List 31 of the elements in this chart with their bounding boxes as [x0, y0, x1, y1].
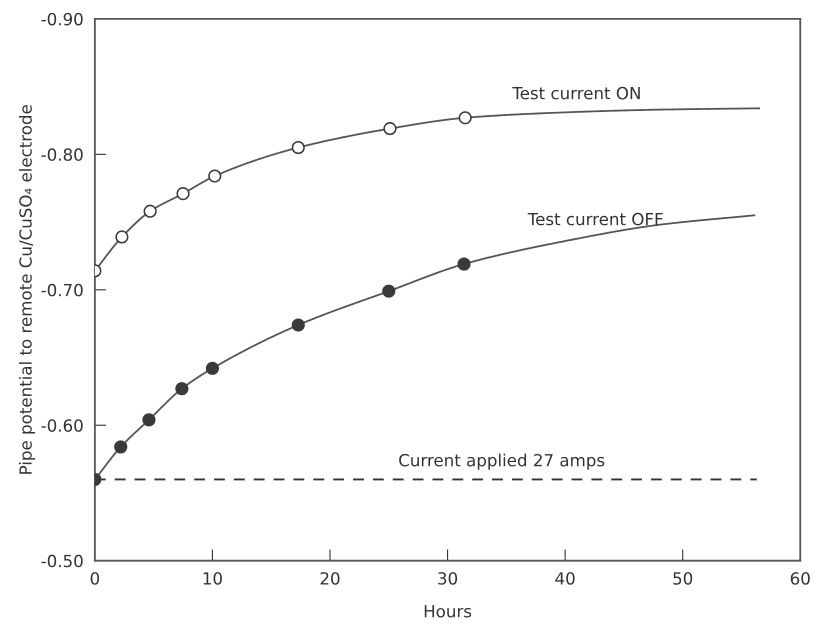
y-tick-label: -0.70: [41, 284, 83, 296]
point: [292, 318, 305, 332]
y-tick-label: -0.50: [41, 554, 83, 568]
point: [292, 141, 305, 154]
point: [206, 362, 220, 375]
x-tick-label: 60: [790, 572, 810, 585]
point: [176, 187, 190, 200]
point: [458, 111, 472, 124]
annotation: Test current ON: [512, 86, 640, 100]
point: [115, 230, 128, 244]
x-tick-label: 30: [438, 572, 458, 585]
x-tick-label: 20: [320, 572, 340, 585]
y-tick-label: -0.80: [41, 148, 83, 161]
x-tick-label: 40: [555, 572, 575, 585]
point: [383, 122, 397, 136]
point: [142, 413, 156, 426]
point: [382, 284, 396, 298]
x-tick-label: 50: [673, 572, 692, 585]
point: [457, 257, 471, 271]
point: [175, 382, 188, 396]
annotation: Test current OFF: [528, 212, 663, 226]
y-axis-title: Pipe potential to remote Cu/CuSO₄ electrode: [18, 105, 36, 474]
y-tick-label: -0.60: [41, 419, 83, 432]
x-tick-label: 0: [90, 572, 100, 585]
x-tick-label: 10: [204, 572, 222, 585]
point: [114, 440, 128, 454]
point: [144, 204, 157, 218]
annotation: Current applied 27 amps: [399, 454, 604, 470]
x-axis-title: Hours: [424, 605, 472, 618]
y-tick-label: -0.90: [41, 12, 83, 26]
point: [208, 169, 222, 183]
